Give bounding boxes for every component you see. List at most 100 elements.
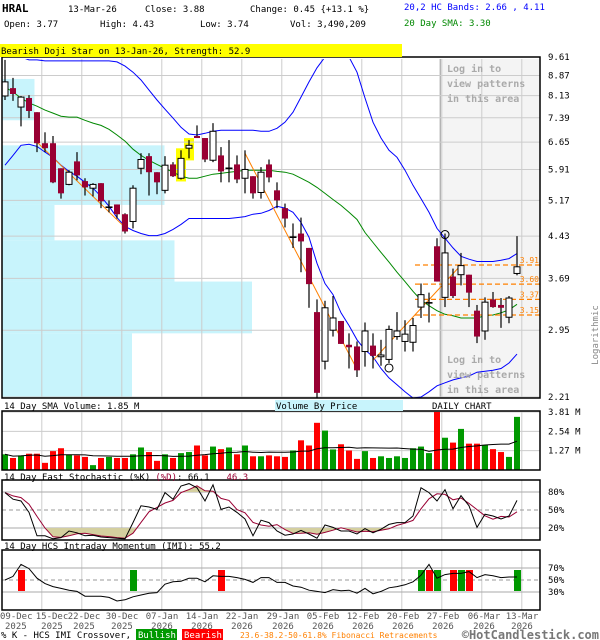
date-label: 20-Feb: [387, 612, 420, 622]
candlestick[interactable]: [185, 140, 193, 159]
candlestick[interactable]: [417, 283, 425, 318]
candlestick[interactable]: [50, 135, 56, 184]
candlestick[interactable]: [34, 112, 40, 153]
candlestick[interactable]: [161, 156, 169, 194]
candlestick[interactable]: [393, 312, 401, 340]
candlestick[interactable]: [361, 322, 369, 367]
candlestick[interactable]: [225, 140, 233, 183]
copyright-link[interactable]: ©HotCandlestick.com: [462, 628, 599, 640]
candlestick[interactable]: [425, 292, 433, 323]
candlestick[interactable]: [114, 204, 120, 219]
volume-bar: [290, 450, 296, 470]
candlestick[interactable]: [241, 150, 249, 194]
volume-bar: [106, 456, 112, 470]
candlestick[interactable]: [490, 291, 496, 308]
bullish-legend-swatch: [136, 629, 177, 640]
candlestick[interactable]: [17, 95, 25, 127]
login-region[interactable]: [440, 59, 540, 398]
candlestick[interactable]: [466, 274, 472, 308]
stochastic-panel-label: 14 Day Fast Stochastic (%K) (%D): 66.1 46.…: [4, 473, 248, 483]
candlestick[interactable]: [513, 236, 521, 276]
candlestick[interactable]: [105, 200, 113, 213]
candlestick[interactable]: [354, 341, 360, 377]
candlestick[interactable]: [289, 223, 297, 248]
candlestick[interactable]: [481, 297, 489, 340]
volume-bar: [274, 456, 280, 470]
candlestick[interactable]: [89, 183, 97, 197]
candlestick[interactable]: [74, 152, 80, 181]
candlestick[interactable]: [257, 167, 265, 199]
candlestick[interactable]: [450, 268, 456, 299]
candle-body-down: [346, 344, 352, 348]
date-label: 12-Feb: [347, 612, 380, 622]
candlestick[interactable]: [274, 182, 280, 209]
candlestick[interactable]: [505, 295, 513, 324]
volume-bar: [362, 451, 368, 470]
candlestick[interactable]: [202, 138, 208, 163]
candlestick[interactable]: [282, 203, 288, 228]
candlestick[interactable]: [321, 300, 329, 370]
candlestick[interactable]: [409, 317, 417, 352]
candlestick[interactable]: [441, 233, 449, 308]
fibonacci-level-label: 3.15: [520, 306, 539, 315]
svg-text:in this area: in this area: [447, 384, 519, 396]
candlestick[interactable]: [434, 238, 440, 282]
candlestick[interactable]: [194, 125, 200, 139]
candle-body-down: [10, 88, 16, 94]
candlestick[interactable]: [346, 333, 352, 369]
candlestick[interactable]: [370, 333, 376, 369]
login-note-top[interactable]: Log in to view patterns in this area: [447, 63, 525, 105]
candlestick[interactable]: [218, 147, 224, 183]
candlestick[interactable]: [377, 339, 385, 366]
candle-body-down: [50, 143, 56, 183]
candlestick[interactable]: [385, 325, 393, 363]
candle-body-down: [466, 274, 472, 293]
price-tick-label: 5.17: [548, 196, 570, 206]
candlestick[interactable]: [2, 59, 9, 100]
candlestick[interactable]: [266, 159, 272, 183]
candlestick[interactable]: [498, 298, 504, 328]
login-note-bottom[interactable]: Log in to view patterns in this area: [447, 354, 525, 396]
candlestick[interactable]: [329, 295, 337, 337]
candlestick[interactable]: [314, 299, 320, 398]
candle-body-down: [314, 312, 320, 393]
candlestick[interactable]: [209, 123, 217, 163]
candle-body-up: [209, 130, 217, 161]
candlestick[interactable]: [154, 172, 160, 195]
candle-body-up: [385, 328, 393, 360]
candlestick[interactable]: [474, 304, 480, 344]
volume-bar: [34, 453, 40, 470]
candlestick[interactable]: [26, 95, 32, 119]
candlestick[interactable]: [298, 217, 304, 273]
candlestick[interactable]: [98, 183, 104, 209]
candlestick[interactable]: [250, 176, 256, 199]
candlestick[interactable]: [177, 150, 185, 180]
bearish-legend: Bearish: [184, 631, 222, 640]
candlestick[interactable]: [65, 170, 73, 186]
candlestick[interactable]: [170, 162, 176, 178]
candle-body-up: [505, 297, 513, 318]
candlestick[interactable]: [401, 320, 409, 352]
candlestick[interactable]: [137, 153, 145, 175]
candlestick[interactable]: [338, 320, 344, 344]
volume-bar: [314, 422, 320, 470]
volume-bar: [42, 462, 48, 470]
candlestick[interactable]: [42, 132, 48, 153]
candlestick[interactable]: [234, 155, 240, 184]
volume-bar: [210, 446, 216, 470]
price-tick-label: 8.13: [548, 92, 570, 102]
candlestick[interactable]: [82, 178, 88, 196]
candlestick[interactable]: [457, 252, 465, 286]
candlestick[interactable]: [146, 153, 152, 196]
candlestick[interactable]: [122, 213, 128, 234]
candlestick[interactable]: [306, 247, 312, 308]
imi-tick-label: 70%: [548, 564, 565, 574]
svg-text:Log in to: Log in to: [447, 354, 501, 366]
imi-crossover-bar-bullish: [434, 570, 441, 591]
imi-panel-label: 14 Day HCS Intraday Momentum (IMI): 55.2: [4, 542, 221, 552]
pattern-banner[interactable]: Bearish Doji Star on 13-Jan-26, Strength…: [1, 47, 250, 57]
candlestick[interactable]: [58, 168, 64, 199]
volume-bar: [482, 444, 488, 470]
candlestick[interactable]: [129, 185, 137, 229]
candlestick[interactable]: [10, 77, 16, 101]
